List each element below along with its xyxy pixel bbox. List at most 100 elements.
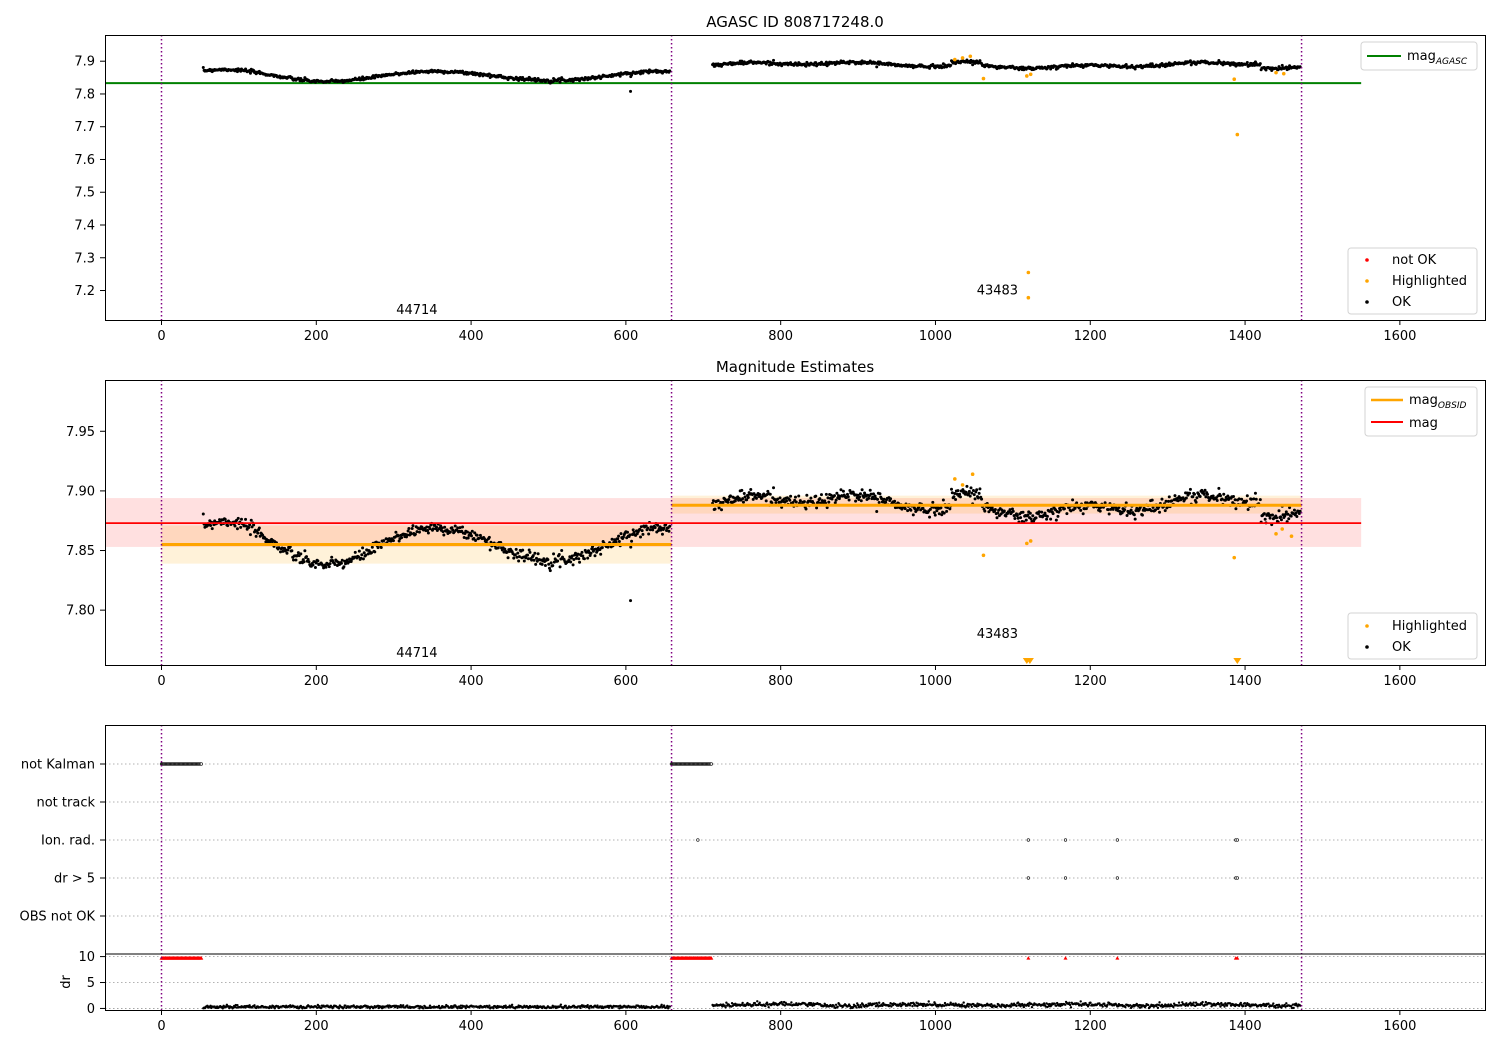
ok-point: [1062, 507, 1066, 511]
dr-point: [943, 1001, 947, 1005]
flag-point: [1235, 876, 1239, 880]
ok-point: [651, 528, 655, 532]
dr-point: [1101, 1005, 1104, 1008]
dr-clipped-marker: [1235, 956, 1240, 960]
dr-point: [1298, 1004, 1302, 1007]
magnitude-x-tick-label: 200: [304, 674, 329, 689]
flag-point: [709, 762, 713, 766]
ok-point: [640, 529, 644, 533]
highlighted-point: [970, 472, 975, 477]
ok-point: [1277, 509, 1281, 513]
dr-point: [1055, 1004, 1058, 1007]
ok-point: [741, 497, 745, 501]
ok-point: [1160, 497, 1164, 501]
ok-point: [629, 599, 633, 603]
ok-point: [336, 560, 340, 564]
ok-point: [639, 525, 643, 529]
ok-point: [462, 536, 466, 540]
ok-point: [465, 530, 469, 534]
agasc-y-tick-label: 7.9: [74, 55, 95, 70]
ok-point: [407, 526, 411, 530]
magnitude-panel: Magnitude Estimates 44714 43483 0 200 400 60…: [66, 358, 1486, 689]
ok-point: [835, 491, 839, 495]
dr-point: [492, 1007, 495, 1010]
ok-point: [969, 486, 973, 490]
ok-point: [798, 499, 802, 503]
ok-point: [1234, 507, 1238, 511]
ok-point: [948, 507, 952, 511]
ok-point: [515, 555, 519, 559]
ok-point: [431, 527, 435, 531]
ok-point: [629, 545, 633, 549]
dr-point: [1181, 1001, 1184, 1004]
ok-point: [466, 536, 470, 540]
ok-point: [909, 508, 913, 512]
ok-point: [1286, 512, 1290, 516]
dr-point: [874, 1005, 878, 1008]
ok-point: [513, 553, 517, 557]
flag-point: [1026, 838, 1030, 842]
ok-point: [344, 562, 348, 566]
ok-point: [379, 546, 383, 550]
ok-point: [971, 63, 975, 67]
ok-point: [1129, 508, 1133, 512]
legend-not-ok: not OK: [1392, 253, 1437, 268]
flags-x-tick-label: 1000: [919, 1019, 952, 1034]
flags-x-tick-label: 800: [768, 1019, 793, 1034]
dr-point: [723, 1004, 726, 1007]
ok-point: [628, 533, 632, 537]
ok-point: [754, 496, 758, 500]
ok-point: [1163, 509, 1167, 513]
ok-point: [869, 492, 873, 496]
highlighted-point: [1025, 541, 1029, 546]
ok-point: [932, 511, 936, 515]
ok-point: [954, 498, 958, 502]
ok-point: [435, 525, 439, 529]
legend-mag-obsid-label: magOBSID: [1409, 393, 1467, 411]
ok-point: [548, 569, 552, 573]
ok-point: [848, 489, 852, 493]
ok-point: [882, 497, 886, 501]
ok-point: [791, 501, 795, 505]
dr-point: [387, 1006, 390, 1009]
dr-point: [342, 1006, 346, 1009]
flags-panel: not Kalman not track Ion. rad. dr > 5 OBS no…: [20, 725, 1486, 1034]
magnitude-x-tick-label: 1200: [1074, 674, 1107, 689]
ok-point: [871, 492, 875, 496]
ok-point: [980, 497, 984, 501]
ok-point: [1133, 517, 1137, 521]
flag-point: [1026, 876, 1030, 880]
dr-point: [319, 1006, 323, 1010]
ok-point: [621, 535, 625, 539]
ok-point: [360, 553, 364, 557]
ok-point: [1057, 510, 1061, 514]
ok-point: [1176, 499, 1180, 503]
flag-row-label: not track: [36, 796, 95, 811]
ok-point: [867, 496, 871, 500]
flags-x-tick-label: 1200: [1074, 1019, 1107, 1034]
ok-point: [832, 494, 836, 498]
ok-point: [846, 495, 850, 499]
dr-point: [236, 1003, 239, 1007]
dr-point: [995, 1005, 999, 1008]
clipped-marker: [1233, 658, 1242, 664]
ok-point: [527, 548, 531, 552]
ok-point: [450, 526, 454, 530]
ok-point: [976, 496, 980, 500]
ok-point: [439, 524, 443, 528]
dr-point: [911, 1004, 914, 1008]
dr-point: [967, 1005, 970, 1008]
ok-point: [859, 499, 863, 503]
agasc-y-tick-label: 7.7: [74, 120, 95, 135]
ok-point: [834, 498, 838, 502]
ok-point: [758, 492, 762, 496]
ok-point: [417, 530, 421, 534]
ok-point: [740, 59, 744, 63]
ok-point: [1010, 507, 1014, 511]
dr-point: [970, 1005, 974, 1008]
dr-point: [437, 1004, 441, 1008]
ok-point: [342, 565, 346, 569]
agasc-x-tick-label: 0: [157, 329, 165, 344]
ok-point: [1106, 508, 1110, 512]
agasc-x-tick-label: 1200: [1074, 329, 1107, 344]
